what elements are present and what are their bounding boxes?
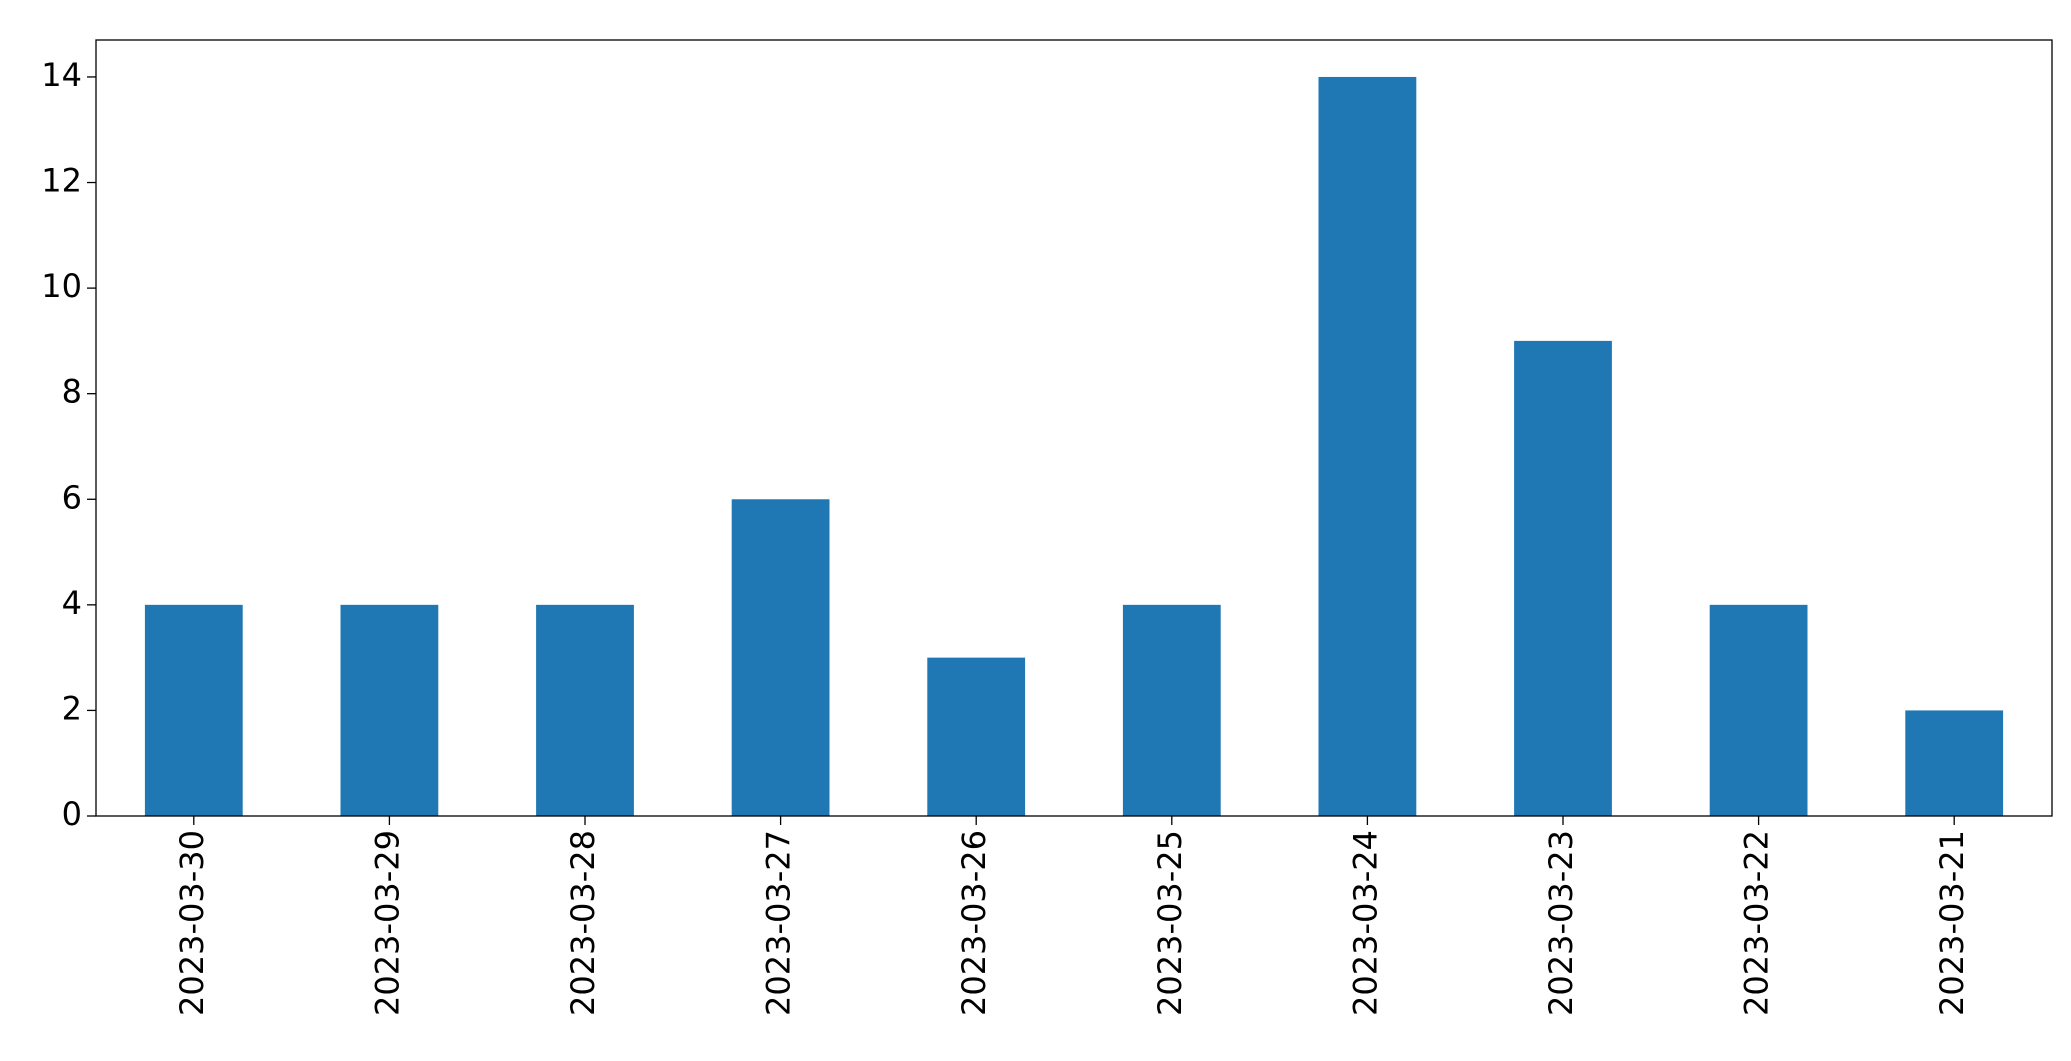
x-tick-label: 2023-03-30 xyxy=(173,830,211,1016)
x-tick-label: 2023-03-27 xyxy=(760,830,798,1016)
y-tick-label: 2 xyxy=(62,689,82,727)
x-tick-label: 2023-03-26 xyxy=(955,830,993,1016)
x-tick-label: 2023-03-28 xyxy=(564,830,602,1016)
bar xyxy=(1514,340,1612,816)
x-tick-label: 2023-03-24 xyxy=(1346,830,1384,1016)
bar xyxy=(1709,604,1808,816)
y-tick-label: 8 xyxy=(62,373,82,411)
bar xyxy=(731,499,830,816)
bar xyxy=(927,657,1026,816)
y-tick-label: 4 xyxy=(62,584,82,622)
x-tick-label: 2023-03-29 xyxy=(368,830,406,1016)
bar xyxy=(536,604,634,816)
bar xyxy=(1905,710,2004,816)
bar xyxy=(1318,76,1417,816)
x-tick-label: 2023-03-23 xyxy=(1542,830,1580,1016)
y-tick-label: 0 xyxy=(62,795,82,833)
bar xyxy=(144,604,243,816)
x-tick-label: 2023-03-21 xyxy=(1933,830,1971,1016)
y-tick-label: 10 xyxy=(41,267,82,305)
x-tick-label: 2023-03-25 xyxy=(1151,830,1189,1016)
y-tick-label: 12 xyxy=(41,162,82,200)
bar xyxy=(340,604,439,816)
y-tick-label: 14 xyxy=(41,56,82,94)
y-tick-label: 6 xyxy=(62,478,82,516)
x-tick-label: 2023-03-22 xyxy=(1738,830,1776,1016)
plot-frame xyxy=(95,39,2053,817)
bar xyxy=(1122,604,1221,816)
